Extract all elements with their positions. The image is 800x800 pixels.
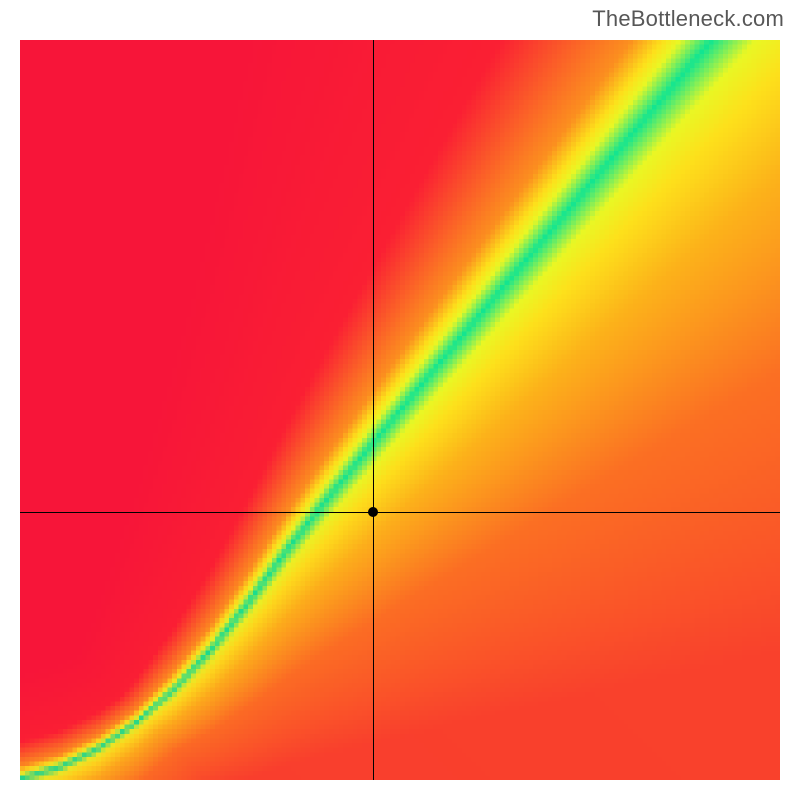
heatmap-plot	[20, 40, 780, 780]
watermark-text: TheBottleneck.com	[592, 6, 784, 32]
heatmap-canvas	[20, 40, 780, 780]
